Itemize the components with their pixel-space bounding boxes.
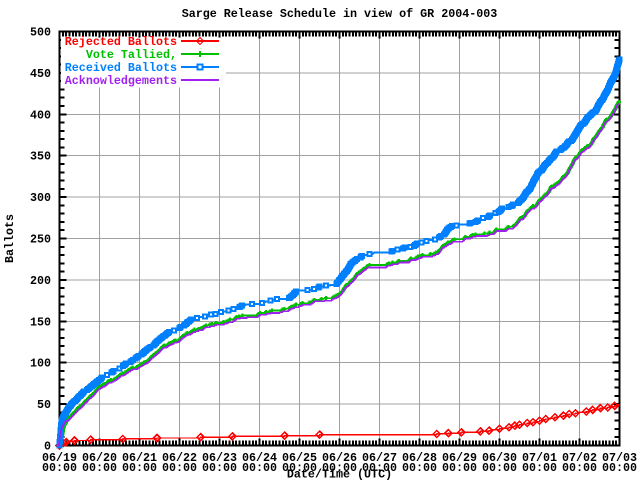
svg-text:07/03: 07/03 — [602, 451, 637, 465]
svg-text:00:00: 00:00 — [282, 461, 317, 475]
svg-text:00:00: 00:00 — [562, 461, 597, 475]
svg-text:07/01: 07/01 — [522, 451, 557, 465]
svg-text:Received Ballots: Received Ballots — [65, 61, 177, 75]
svg-text:500: 500 — [30, 26, 51, 40]
svg-text:00:00: 00:00 — [362, 461, 397, 475]
svg-text:06/19: 06/19 — [42, 451, 77, 465]
svg-text:06/21: 06/21 — [122, 451, 157, 465]
svg-text:06/28: 06/28 — [402, 451, 437, 465]
svg-text:00:00: 00:00 — [42, 461, 77, 475]
svg-text:06/29: 06/29 — [442, 451, 477, 465]
svg-text:200: 200 — [30, 274, 51, 288]
svg-text:Vote Tallied,: Vote Tallied, — [86, 48, 177, 62]
svg-text:06/23: 06/23 — [202, 451, 237, 465]
svg-text:300: 300 — [30, 191, 51, 205]
svg-text:00:00: 00:00 — [442, 461, 477, 475]
svg-text:06/25: 06/25 — [282, 451, 317, 465]
svg-text:00:00: 00:00 — [322, 461, 357, 475]
svg-text:00:00: 00:00 — [402, 461, 437, 475]
svg-text:07/02: 07/02 — [562, 451, 597, 465]
svg-text:Date/Time (UTC): Date/Time (UTC) — [287, 468, 392, 480]
svg-text:00:00: 00:00 — [602, 461, 637, 475]
svg-text:06/22: 06/22 — [162, 451, 197, 465]
svg-text:50: 50 — [37, 398, 51, 412]
svg-text:Ballots: Ballots — [3, 214, 17, 263]
svg-text:Acknowledgements: Acknowledgements — [65, 74, 177, 88]
svg-text:00:00: 00:00 — [242, 461, 277, 475]
svg-text:06/20: 06/20 — [82, 451, 117, 465]
svg-text:00:00: 00:00 — [122, 461, 157, 475]
svg-text:00:00: 00:00 — [82, 461, 117, 475]
svg-text:06/27: 06/27 — [362, 451, 397, 465]
svg-text:06/26: 06/26 — [322, 451, 357, 465]
svg-text:06/24: 06/24 — [242, 451, 277, 465]
svg-text:100: 100 — [30, 357, 51, 371]
svg-text:00:00: 00:00 — [162, 461, 197, 475]
svg-text:Sarge Release Schedule in view: Sarge Release Schedule in view of GR 200… — [182, 7, 498, 21]
svg-text:450: 450 — [30, 67, 51, 81]
svg-text:150: 150 — [30, 315, 51, 329]
svg-text:250: 250 — [30, 233, 51, 247]
svg-text:00:00: 00:00 — [522, 461, 557, 475]
svg-text:00:00: 00:00 — [202, 461, 237, 475]
svg-text:0: 0 — [44, 440, 51, 454]
svg-text:00:00: 00:00 — [482, 461, 517, 475]
svg-text:400: 400 — [30, 108, 51, 122]
svg-text:06/30: 06/30 — [482, 451, 517, 465]
svg-text:350: 350 — [30, 150, 51, 164]
svg-text:Rejected Ballots: Rejected Ballots — [65, 35, 177, 49]
